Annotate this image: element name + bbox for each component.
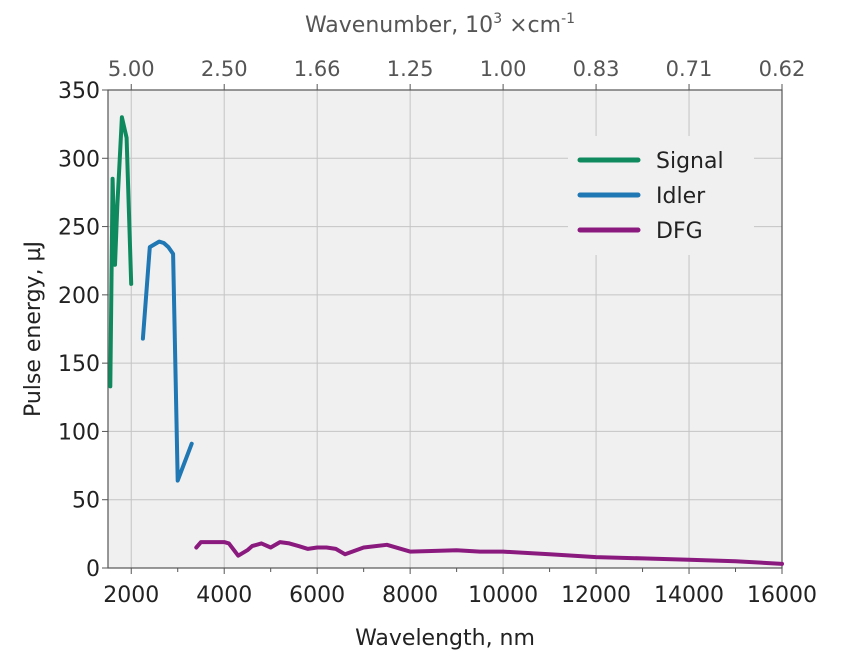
x-tick-label: 10000 [468,583,538,608]
legend-label-signal: Signal [656,149,724,174]
top-tick-label: 0.83 [573,57,620,81]
series-line-idler [140,239,194,483]
y-tick-label: 350 [58,79,100,104]
legend-label-dfg: DFG [656,219,703,244]
plot-frame [107,89,783,569]
y-tick-label: 50 [72,489,100,514]
top-tick-label: 0.71 [666,57,713,81]
ticks: 2000 4000 6000 8000 10000 12000 14000 16000 0 50 1… [58,57,817,608]
y-tick-label: 250 [58,216,100,241]
top-axis-title: Wavenumber, 103 ×cm-1 [305,11,575,38]
series-line-dfg [194,540,784,566]
x-tick-label: 6000 [289,583,345,608]
x-axis-title: Wavelength, nm [355,626,535,651]
legend-label-idler: Idler [656,184,706,209]
y-axis-title: Pulse energy, µJ [21,241,46,417]
top-tick-label: 5.00 [108,57,155,81]
x-tick-label: 14000 [654,583,724,608]
x-tick-label: 12000 [561,583,631,608]
y-tick-label: 100 [58,420,100,445]
top-tick-label: 1.25 [387,57,434,81]
y-tick-label: 300 [58,147,100,172]
top-tick-label: 1.00 [480,57,527,81]
x-tick-label: 2000 [103,583,159,608]
top-tick-label: 0.62 [759,57,806,81]
y-tick-label: 0 [86,557,100,582]
y-tick-label: 200 [58,284,100,309]
series-lines [108,115,784,566]
x-tick-label: 8000 [382,583,438,608]
series-line-signal [108,115,134,389]
top-tick-label: 1.66 [294,57,341,81]
legend: Signal Idler DFG [568,136,754,255]
x-tick-label: 16000 [747,583,817,608]
x-tick-label: 4000 [196,583,252,608]
top-tick-label: 2.50 [201,57,248,81]
y-tick-label: 150 [58,352,100,377]
